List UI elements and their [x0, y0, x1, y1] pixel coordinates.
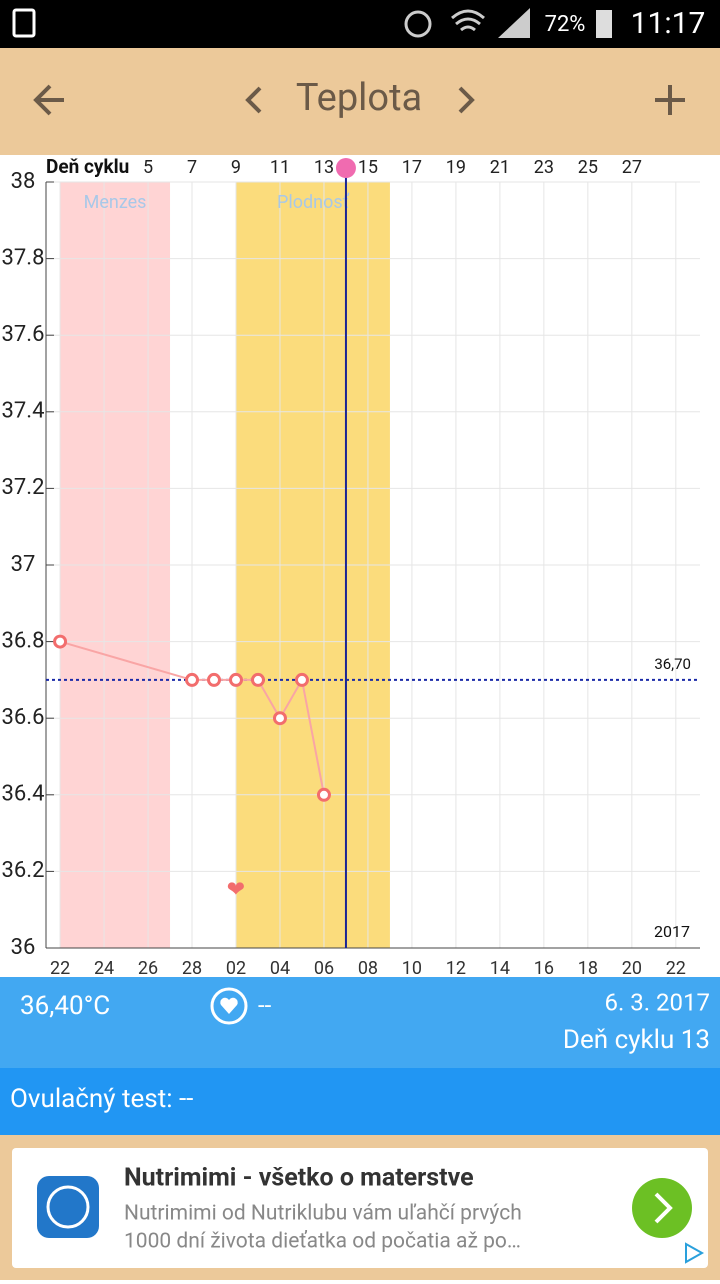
- cycle-tick-label: 7: [187, 157, 197, 178]
- ad-choices[interactable]: [685, 1242, 705, 1264]
- y-tick-label: 37.8: [2, 245, 45, 270]
- y-tick-label: 36.4: [2, 782, 45, 807]
- signal-icon: [498, 8, 530, 38]
- x-tick-label: 20: [622, 958, 642, 979]
- cycle-tick-label: 5: [143, 157, 153, 178]
- y-tick-label: 36.2: [2, 858, 45, 883]
- y-tick-label: 38: [11, 169, 36, 194]
- ad-text: Nutrimimi od Nutriklubu vám uľahčí prvýc…: [124, 1202, 522, 1226]
- header: [0, 48, 720, 155]
- temperature-point: [316, 787, 331, 802]
- ad-card[interactable]: [12, 1148, 708, 1268]
- x-tick-label: 10: [402, 958, 422, 979]
- temperature-point: [294, 672, 309, 687]
- temperature-point: [250, 672, 265, 687]
- x-tick-label: 04: [270, 958, 290, 979]
- x-tick-label: 16: [534, 958, 554, 979]
- cycle-tick-label: 19: [446, 157, 466, 178]
- cycle-tick-label: 21: [490, 157, 510, 178]
- cycle-tick-label: 9: [231, 157, 241, 178]
- x-tick-label: 22: [50, 958, 70, 979]
- temperature: 36,40°C: [20, 991, 110, 1021]
- y-tick-label: 37.6: [2, 322, 45, 347]
- cycle-tick-label: 27: [622, 157, 642, 178]
- status-icon: [12, 8, 36, 38]
- cycle-tick-label: 25: [578, 157, 598, 178]
- prev-button[interactable]: [245, 86, 262, 114]
- top-axis-label: Deň cyklu: [46, 155, 129, 178]
- back-button[interactable]: [33, 84, 64, 116]
- x-tick-label: 24: [94, 958, 114, 979]
- wifi-icon: [451, 9, 485, 32]
- ad-icon: [37, 1176, 99, 1238]
- ad-text: 1000 dní života dieťatka od počatia až p…: [124, 1230, 521, 1254]
- battery-icon: [596, 10, 612, 38]
- date: 6. 3. 2017: [605, 988, 711, 1016]
- ad-open-arrow: [654, 1192, 673, 1224]
- temperature-point: [272, 711, 287, 726]
- x-tick-label: 26: [138, 958, 158, 979]
- ad-icon-mark: [46, 1185, 90, 1229]
- cycle-tick-label: 23: [534, 157, 554, 178]
- ad-title: Nutrimimi - všetko o materstve: [124, 1164, 474, 1193]
- cycle-day: Deň cyklu 13: [563, 1025, 710, 1055]
- ovulation-test[interactable]: Ovulačný test: --: [10, 1084, 193, 1114]
- next-button[interactable]: [458, 86, 475, 114]
- temperature-point: [207, 672, 222, 687]
- phase-label: Plodnosť: [277, 192, 350, 213]
- ovulation-icon: [210, 987, 248, 1025]
- temperature-point: [53, 634, 68, 649]
- add-button[interactable]: [655, 85, 685, 115]
- heart-marker: ❤: [227, 877, 245, 902]
- heart-icon: [220, 997, 238, 1014]
- temperature-point: [185, 672, 200, 687]
- phase-label: Menzes: [84, 192, 147, 213]
- y-tick-label: 37: [11, 552, 36, 577]
- cycle-tick-label: 17: [402, 157, 422, 178]
- alarm-icon: [404, 10, 432, 38]
- y-tick-label: 36.8: [2, 628, 45, 653]
- x-tick-label: 14: [490, 958, 510, 979]
- x-tick-label: 12: [446, 958, 466, 979]
- ovulation-bar: [0, 1068, 720, 1135]
- y-tick-label: 36.6: [2, 705, 45, 730]
- info-bar: [0, 977, 720, 1068]
- today-marker: [335, 158, 356, 178]
- cycle-tick-label: 13: [314, 157, 334, 178]
- battery-level: 72%: [545, 12, 586, 37]
- cycle-tick-label: 15: [358, 157, 378, 178]
- ovulation-marker: --: [258, 991, 272, 1019]
- x-tick-label: 28: [182, 958, 202, 979]
- x-tick-label: 22: [666, 958, 686, 979]
- y-tick-label: 37.2: [2, 475, 45, 500]
- clock: 11:17: [631, 6, 706, 41]
- average-label: 36,70: [654, 655, 691, 673]
- temperature-point: [228, 672, 243, 687]
- y-tick-label: 36: [11, 935, 36, 960]
- x-tick-label: 08: [358, 958, 378, 979]
- chart: 36 36.2 36.4 36.6 36.8 37 37.2 37.4 37.6 37.8 38 22…: [2, 155, 700, 979]
- x-tick-label: 18: [578, 958, 598, 979]
- ad-open-button[interactable]: [632, 1178, 692, 1238]
- cycle-tick-label: 11: [270, 157, 290, 178]
- x-tick-label: 06: [314, 958, 334, 979]
- year-label: 2017: [654, 922, 690, 941]
- label-bg: [44, 155, 140, 181]
- header-title: Teplota: [296, 76, 422, 120]
- y-tick-label: 37.4: [2, 399, 45, 424]
- x-tick-label: 02: [226, 958, 246, 979]
